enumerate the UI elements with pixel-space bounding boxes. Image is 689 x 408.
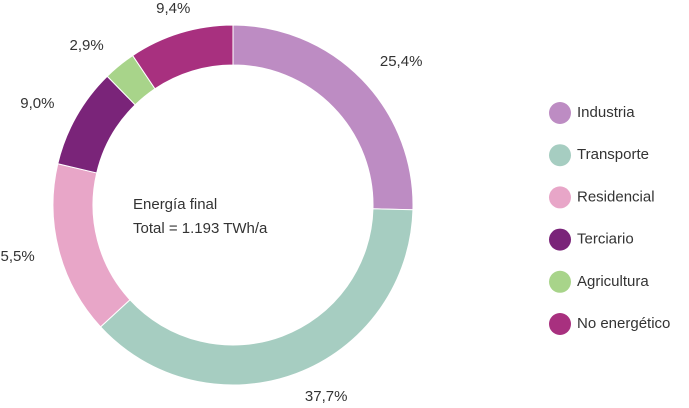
legend-label: Residencial	[577, 188, 655, 205]
legend-swatch	[549, 186, 571, 209]
data-label: 37,7%	[305, 388, 348, 405]
center-text: Total = 1.193 TWh/a	[133, 220, 268, 237]
data-label: 9,0%	[20, 95, 54, 112]
data-label: 25,4%	[380, 53, 423, 70]
legend-label: No energético	[577, 315, 670, 332]
legend-swatch	[549, 270, 571, 293]
data-label: 2,9%	[70, 37, 104, 54]
donut-segment	[131, 24, 234, 90]
legend-swatch	[549, 102, 571, 124]
legend-label: Terciario	[577, 231, 634, 248]
legend-swatch	[549, 144, 571, 167]
legend-label: Transporte	[577, 146, 649, 163]
donut-segment	[52, 163, 131, 328]
data-label: 15,5%	[0, 248, 35, 265]
donut-segment	[99, 208, 414, 386]
legend-swatch	[549, 313, 571, 335]
legend-label: Agricultura	[577, 273, 649, 290]
legend-swatch	[549, 228, 571, 251]
center-text: Energía final	[133, 196, 217, 213]
legend-label: Industria	[577, 104, 635, 121]
data-label: 9,4%	[156, 0, 190, 17]
